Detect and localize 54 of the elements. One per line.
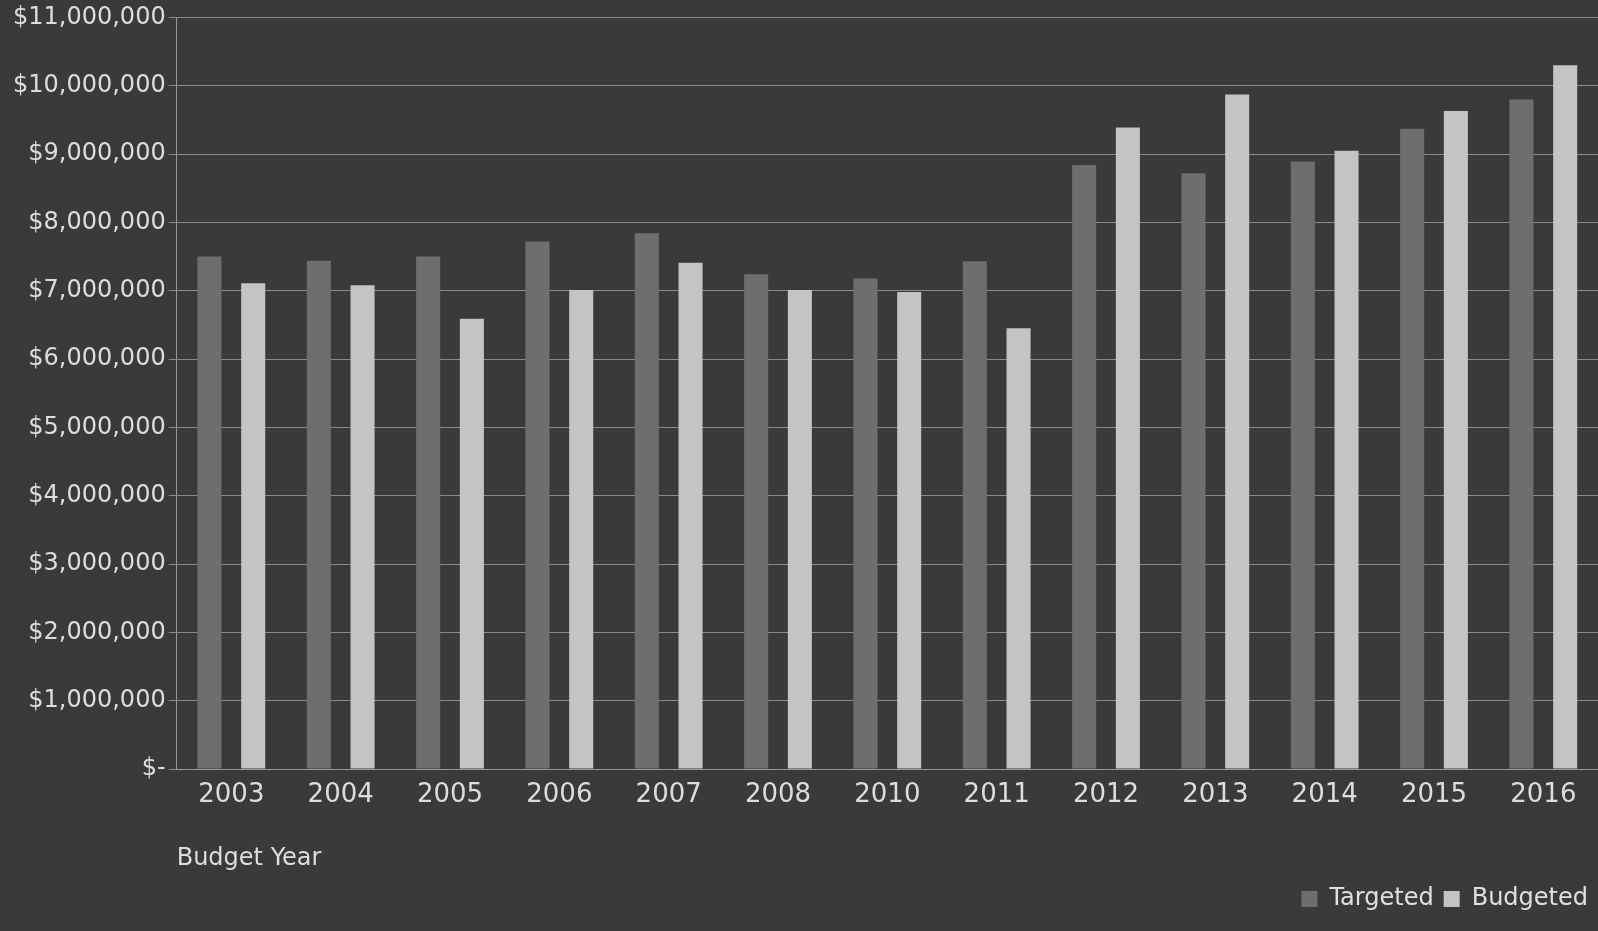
bar — [1334, 150, 1359, 769]
bar — [962, 261, 987, 769]
bar — [1072, 164, 1097, 769]
x-tick-label: 2007 — [635, 778, 702, 809]
x-tick-label: 2014 — [1291, 778, 1358, 809]
x-tick-label: 2003 — [198, 778, 265, 809]
y-tick-label: $1,000,000 — [28, 684, 166, 713]
x-tick-label: 2010 — [854, 778, 921, 809]
bar — [1006, 328, 1031, 769]
bar — [197, 256, 222, 769]
bar — [525, 241, 550, 769]
x-tick-label: 2013 — [1182, 778, 1249, 809]
bar — [1290, 161, 1315, 769]
bar — [1225, 94, 1250, 769]
y-tick-label: $9,000,000 — [28, 138, 166, 167]
y-tick-label: $3,000,000 — [28, 548, 166, 577]
bar — [1443, 111, 1468, 769]
y-tick-label: $5,000,000 — [28, 411, 166, 440]
x-axis-title: Budget Year — [176, 842, 322, 871]
bar — [241, 283, 266, 769]
y-tick-label: $10,000,000 — [13, 69, 166, 98]
bar — [1553, 65, 1578, 769]
bar — [853, 278, 878, 769]
bar — [306, 260, 331, 769]
x-tick-label: 2016 — [1510, 778, 1577, 809]
bar — [416, 256, 441, 769]
x-tick-label: 2012 — [1072, 778, 1140, 809]
x-tick-label: 2006 — [526, 778, 593, 809]
bar — [459, 318, 484, 769]
bar — [350, 285, 375, 769]
legend-label: Budgeted — [1471, 883, 1589, 912]
y-tick-label: $7,000,000 — [28, 274, 166, 303]
bar — [1400, 128, 1425, 769]
x-tick-label: 2008 — [744, 778, 812, 809]
y-tick-label: $- — [141, 753, 166, 782]
x-tick-label: 2005 — [416, 778, 484, 809]
bar — [634, 233, 659, 769]
bar — [678, 262, 703, 769]
bar — [1181, 173, 1206, 769]
y-tick-label: $2,000,000 — [28, 616, 166, 645]
y-tick-label: $4,000,000 — [28, 479, 166, 508]
y-tick-label: $8,000,000 — [28, 206, 166, 235]
x-tick-label: 2015 — [1400, 778, 1468, 809]
bar — [897, 292, 922, 769]
bar — [744, 274, 769, 769]
legend-label: Targeted — [1328, 883, 1434, 912]
bar — [1115, 127, 1140, 769]
bar — [1509, 99, 1534, 769]
bar — [569, 290, 594, 769]
bar — [787, 290, 812, 769]
y-tick-label: $11,000,000 — [13, 1, 166, 30]
x-tick-label: 2004 — [307, 778, 374, 809]
y-tick-label: $6,000,000 — [28, 343, 166, 372]
x-tick-label: 2011 — [963, 778, 1030, 809]
